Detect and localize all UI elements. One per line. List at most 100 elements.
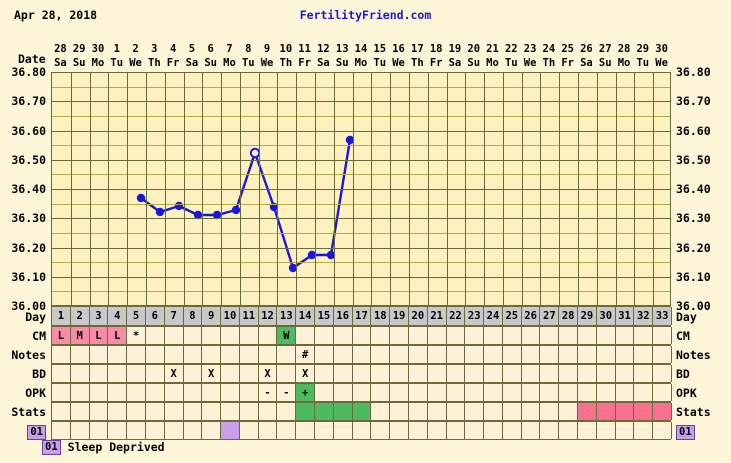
- cell-cm-day-31[interactable]: [616, 327, 635, 344]
- cell-cm-day-3[interactable]: L: [89, 327, 109, 344]
- cell-opk-day-21[interactable]: [428, 384, 447, 401]
- cell-stats-day-30[interactable]: [596, 403, 616, 420]
- cell-cm-day-16[interactable]: [334, 327, 353, 344]
- cell-bd-day-9[interactable]: X: [202, 365, 222, 382]
- cell-stats-day-16[interactable]: [333, 403, 353, 420]
- cell-opk-day-30[interactable]: [597, 384, 616, 401]
- cell-cm-day-10[interactable]: [221, 327, 240, 344]
- cell-stats-day-6[interactable]: [146, 403, 165, 420]
- cell-sleep-day-25[interactable]: [503, 422, 522, 439]
- cell-opk-day-6[interactable]: [146, 384, 165, 401]
- cell-cm-day-1[interactable]: L: [52, 327, 71, 344]
- cell-bd-day-8[interactable]: [184, 365, 203, 382]
- cell-notes-day-15[interactable]: [315, 346, 334, 363]
- cell-sleep-day-10[interactable]: [221, 422, 240, 439]
- cell-sleep-day-5[interactable]: [127, 422, 146, 439]
- cell-sleep-day-15[interactable]: [315, 422, 334, 439]
- cell-cm-day-28[interactable]: [559, 327, 579, 344]
- cell-sleep-day-8[interactable]: [184, 422, 203, 439]
- cell-cm-day-12[interactable]: [259, 327, 278, 344]
- day-number-cell[interactable]: 6: [146, 307, 165, 325]
- cell-cm-day-30[interactable]: [597, 327, 616, 344]
- cell-sleep-day-30[interactable]: [597, 422, 616, 439]
- cell-bd-day-14[interactable]: X: [296, 365, 316, 382]
- cell-stats-day-1[interactable]: [52, 403, 71, 420]
- cell-sleep-day-21[interactable]: [428, 422, 447, 439]
- cell-opk-day-31[interactable]: [616, 384, 635, 401]
- cell-cm-day-13[interactable]: W: [277, 327, 297, 344]
- cell-sleep-day-7[interactable]: [165, 422, 184, 439]
- cell-notes-day-14[interactable]: #: [296, 346, 316, 363]
- cell-sleep-day-1[interactable]: [52, 422, 71, 439]
- cell-cm-day-5[interactable]: *: [127, 327, 146, 344]
- cell-bd-day-21[interactable]: [428, 365, 447, 382]
- cell-bd-day-27[interactable]: [540, 365, 560, 382]
- cell-notes-day-31[interactable]: [616, 346, 635, 363]
- cell-cm-day-20[interactable]: [409, 327, 428, 344]
- day-number-cell[interactable]: 1: [52, 307, 71, 325]
- cell-cm-day-11[interactable]: [240, 327, 259, 344]
- cell-bd-day-17[interactable]: [353, 365, 372, 382]
- cell-stats-day-18[interactable]: [371, 403, 391, 420]
- cell-sleep-day-18[interactable]: [371, 422, 391, 439]
- cell-stats-day-7[interactable]: [165, 403, 184, 420]
- cell-stats-day-31[interactable]: [615, 403, 635, 420]
- cell-opk-day-19[interactable]: [390, 384, 409, 401]
- cell-stats-day-3[interactable]: [90, 403, 109, 420]
- cell-cm-day-32[interactable]: [634, 327, 654, 344]
- cell-opk-day-1[interactable]: [52, 384, 71, 401]
- bbt-point[interactable]: [231, 205, 241, 215]
- day-number-cell[interactable]: 7: [165, 307, 184, 325]
- cell-notes-day-7[interactable]: [165, 346, 184, 363]
- cell-bd-day-32[interactable]: [634, 365, 654, 382]
- cell-cm-day-22[interactable]: [447, 327, 466, 344]
- cell-stats-day-13[interactable]: [277, 403, 297, 420]
- day-number-cell[interactable]: 5: [127, 307, 146, 325]
- cell-notes-day-23[interactable]: [465, 346, 485, 363]
- cell-bd-day-6[interactable]: [146, 365, 165, 382]
- cell-bd-day-26[interactable]: [522, 365, 541, 382]
- cell-stats-day-32[interactable]: [634, 403, 654, 420]
- cell-sleep-day-20[interactable]: [409, 422, 428, 439]
- cell-notes-day-4[interactable]: [108, 346, 128, 363]
- cell-notes-day-29[interactable]: [578, 346, 597, 363]
- day-number-cell[interactable]: 15: [315, 307, 334, 325]
- cell-bd-day-16[interactable]: [334, 365, 353, 382]
- cell-sleep-day-31[interactable]: [616, 422, 635, 439]
- cell-sleep-day-16[interactable]: [334, 422, 353, 439]
- cell-notes-day-20[interactable]: [409, 346, 428, 363]
- day-number-cell[interactable]: 10: [221, 307, 240, 325]
- bbt-point[interactable]: [307, 250, 317, 260]
- cell-bd-day-24[interactable]: [484, 365, 503, 382]
- bbt-point[interactable]: [345, 135, 355, 145]
- day-number-cell[interactable]: 4: [108, 307, 128, 325]
- bbt-point[interactable]: [155, 207, 165, 217]
- cell-stats-day-14[interactable]: [296, 403, 316, 420]
- day-number-cell[interactable]: 23: [465, 307, 485, 325]
- bbt-point[interactable]: [288, 263, 298, 273]
- day-number-cell[interactable]: 12: [259, 307, 278, 325]
- day-number-cell[interactable]: 19: [390, 307, 409, 325]
- day-number-cell[interactable]: 18: [371, 307, 391, 325]
- cell-bd-day-23[interactable]: [465, 365, 485, 382]
- cell-notes-day-16[interactable]: [334, 346, 353, 363]
- cell-stats-day-24[interactable]: [484, 403, 503, 420]
- cell-stats-day-20[interactable]: [409, 403, 428, 420]
- cell-opk-day-17[interactable]: [353, 384, 372, 401]
- cell-opk-day-26[interactable]: [522, 384, 541, 401]
- cell-cm-day-8[interactable]: [184, 327, 203, 344]
- cell-opk-day-24[interactable]: [484, 384, 503, 401]
- cell-notes-day-2[interactable]: [71, 346, 90, 363]
- cell-sleep-day-29[interactable]: [578, 422, 597, 439]
- cell-stats-day-10[interactable]: [221, 403, 240, 420]
- cell-stats-day-26[interactable]: [522, 403, 541, 420]
- cell-notes-day-19[interactable]: [390, 346, 409, 363]
- day-number-cell[interactable]: 11: [240, 307, 259, 325]
- day-number-cell[interactable]: 27: [540, 307, 560, 325]
- cell-opk-day-8[interactable]: [184, 384, 203, 401]
- cell-opk-day-5[interactable]: [127, 384, 146, 401]
- day-number-cell[interactable]: 21: [428, 307, 447, 325]
- day-number-cell[interactable]: 30: [597, 307, 616, 325]
- cell-notes-day-5[interactable]: [127, 346, 146, 363]
- day-number-cell[interactable]: 29: [578, 307, 597, 325]
